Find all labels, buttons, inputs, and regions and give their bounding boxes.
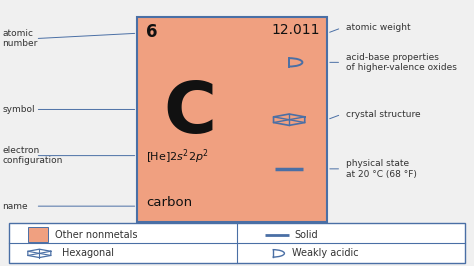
Text: name: name — [2, 202, 28, 211]
Text: atomic weight: atomic weight — [346, 23, 410, 32]
Text: Solid: Solid — [294, 230, 318, 240]
Text: carbon: carbon — [146, 196, 192, 209]
Text: $\mathrm{[He]2}s^2\mathrm{2}p^2$: $\mathrm{[He]2}s^2\mathrm{2}p^2$ — [146, 148, 209, 166]
Text: C: C — [164, 79, 217, 148]
Text: 12.011: 12.011 — [272, 23, 320, 37]
Text: atomic
number: atomic number — [2, 29, 38, 48]
FancyBboxPatch shape — [9, 223, 465, 263]
Text: Weakly acidic: Weakly acidic — [292, 248, 358, 258]
Text: 6: 6 — [146, 23, 157, 41]
Text: physical state
at 20 °C (68 °F): physical state at 20 °C (68 °F) — [346, 159, 417, 178]
Text: acid-base properties
of higher-valence oxides: acid-base properties of higher-valence o… — [346, 53, 457, 72]
Text: symbol: symbol — [2, 105, 35, 114]
Text: crystal structure: crystal structure — [346, 110, 420, 119]
Text: Hexagonal: Hexagonal — [62, 248, 114, 258]
FancyBboxPatch shape — [28, 227, 48, 242]
FancyBboxPatch shape — [137, 17, 327, 222]
Text: Other nonmetals: Other nonmetals — [55, 230, 138, 240]
Text: electron
configuration: electron configuration — [2, 146, 63, 165]
